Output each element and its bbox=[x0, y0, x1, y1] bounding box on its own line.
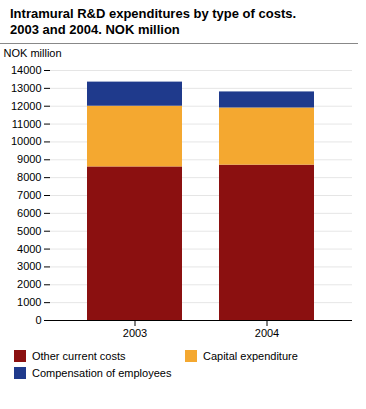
svg-text:13000: 13000 bbox=[11, 81, 42, 93]
svg-text:2003: 2003 bbox=[123, 327, 147, 339]
html-text:Compensation of employees: Compensation of employees bbox=[32, 366, 172, 379]
svg-text:0: 0 bbox=[35, 314, 41, 326]
svg-text:14000: 14000 bbox=[11, 64, 42, 76]
html-text:Other current costs: Other current costs bbox=[32, 349, 126, 362]
svg-text:9000: 9000 bbox=[17, 153, 41, 165]
svg-text:2004: 2004 bbox=[255, 327, 279, 339]
svg-text:4000: 4000 bbox=[17, 242, 41, 254]
svg-text:11000: 11000 bbox=[12, 117, 42, 129]
svg-text:5000: 5000 bbox=[17, 224, 41, 236]
svg-text:3000: 3000 bbox=[17, 260, 41, 272]
html-text:2003 and 2004. NOK million: 2003 and 2004. NOK million bbox=[10, 22, 180, 38]
svg-text:1000: 1000 bbox=[17, 296, 41, 308]
svg-text:7000: 7000 bbox=[17, 189, 41, 201]
svg-text:NOK million: NOK million bbox=[4, 47, 62, 59]
svg-text:12000: 12000 bbox=[11, 99, 42, 111]
svg-text:10000: 10000 bbox=[11, 135, 42, 147]
svg-text:8000: 8000 bbox=[17, 171, 41, 183]
html-text:Intramural R&D expenditures by: Intramural R&D expenditures by type of c… bbox=[10, 6, 297, 21]
svg-text:6000: 6000 bbox=[17, 206, 41, 218]
html-text:Capital expenditure: Capital expenditure bbox=[203, 349, 298, 362]
svg-text:2000: 2000 bbox=[17, 278, 41, 290]
